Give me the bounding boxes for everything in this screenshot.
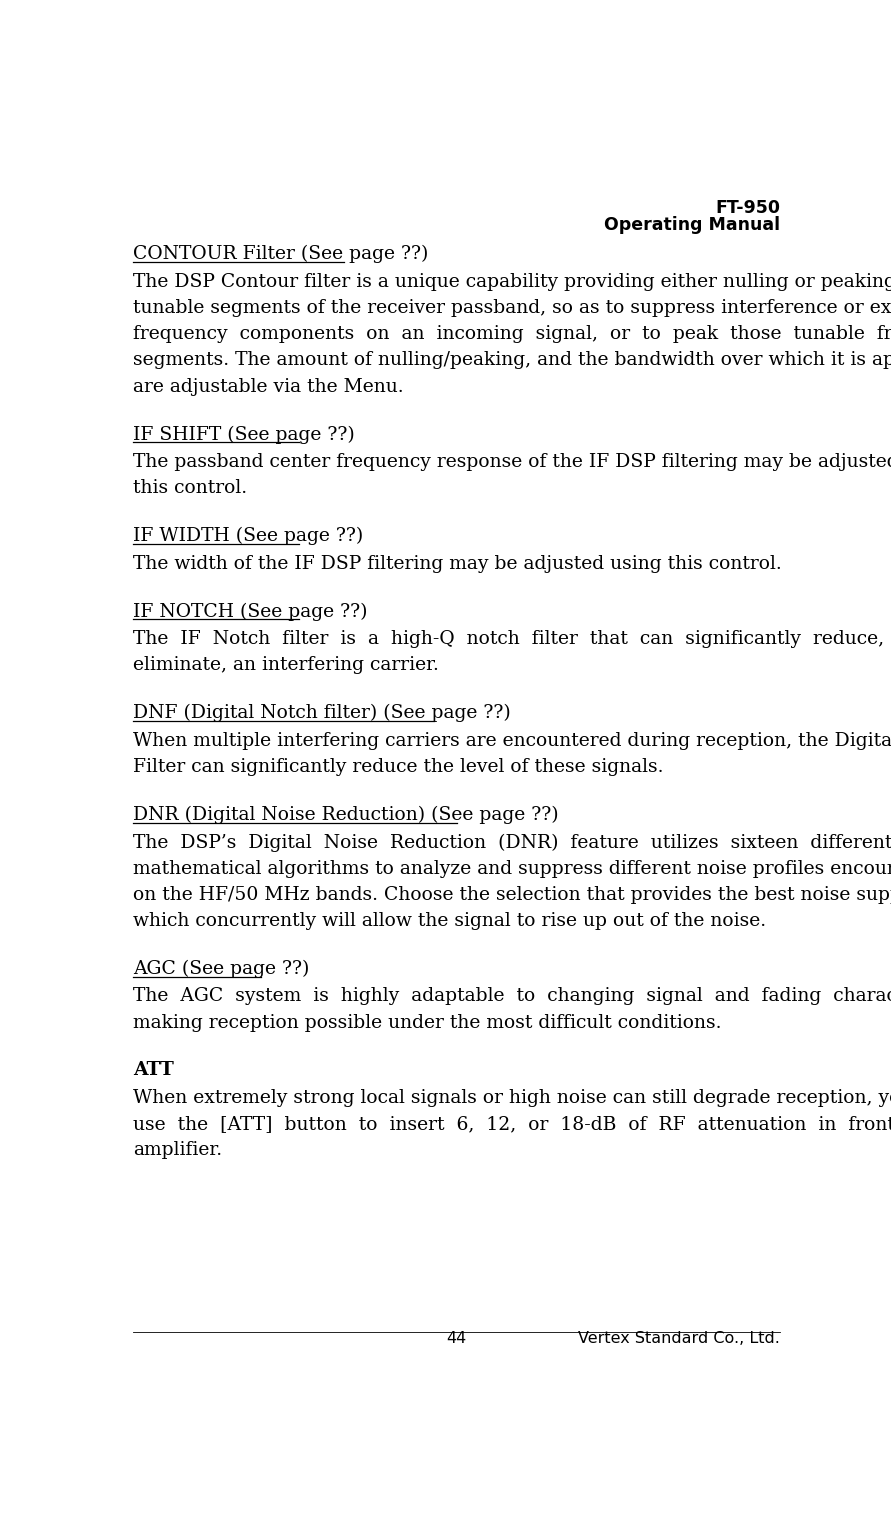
Text: mathematical algorithms to analyze and suppress different noise profiles encount: mathematical algorithms to analyze and s… — [133, 860, 891, 878]
Text: The passband center frequency response of the IF DSP filtering may be adjusted u: The passband center frequency response o… — [133, 453, 891, 471]
Text: Operating Manual: Operating Manual — [604, 216, 781, 234]
Text: use  the  [ATT]  button  to  insert  6,  12,  or  18-dB  of  RF  attenuation  in: use the [ATT] button to insert 6, 12, or… — [133, 1115, 891, 1134]
Text: DNF (Digital Notch filter) (See page ??): DNF (Digital Notch filter) (See page ??) — [133, 704, 511, 722]
Text: IF SHIFT (See page ??): IF SHIFT (See page ??) — [133, 425, 355, 444]
Text: frequency  components  on  an  incoming  signal,  or  to  peak  those  tunable  : frequency components on an incoming sign… — [133, 326, 891, 343]
Text: eliminate, an interfering carrier.: eliminate, an interfering carrier. — [133, 656, 439, 675]
Text: AGC (See page ??): AGC (See page ??) — [133, 959, 309, 978]
Text: ATT: ATT — [133, 1062, 174, 1079]
Text: 44: 44 — [446, 1331, 467, 1346]
Text: amplifier.: amplifier. — [133, 1141, 222, 1160]
Text: FT-950: FT-950 — [715, 199, 781, 217]
Text: Vertex Standard Co., Ltd.: Vertex Standard Co., Ltd. — [578, 1331, 781, 1346]
Text: CONTOUR Filter (See page ??): CONTOUR Filter (See page ??) — [133, 245, 429, 263]
Text: DNR (Digital Noise Reduction) (See page ??): DNR (Digital Noise Reduction) (See page … — [133, 806, 559, 825]
Text: When extremely strong local signals or high noise can still degrade reception, y: When extremely strong local signals or h… — [133, 1089, 891, 1108]
Text: this control.: this control. — [133, 479, 247, 497]
Text: Filter can significantly reduce the level of these signals.: Filter can significantly reduce the leve… — [133, 757, 664, 776]
Text: The  DSP’s  Digital  Noise  Reduction  (DNR)  feature  utilizes  sixteen  differ: The DSP’s Digital Noise Reduction (DNR) … — [133, 834, 891, 852]
Text: The  AGC  system  is  highly  adaptable  to  changing  signal  and  fading  char: The AGC system is highly adaptable to ch… — [133, 987, 891, 1005]
Text: tunable segments of the receiver passband, so as to suppress interference or exc: tunable segments of the receiver passban… — [133, 298, 891, 317]
Text: The  IF  Notch  filter  is  a  high-Q  notch  filter  that  can  significantly  : The IF Notch filter is a high-Q notch fi… — [133, 630, 891, 649]
Text: IF NOTCH (See page ??): IF NOTCH (See page ??) — [133, 603, 368, 621]
Text: on the HF/50 MHz bands. Choose the selection that provides the best noise suppre: on the HF/50 MHz bands. Choose the selec… — [133, 886, 891, 904]
Text: are adjustable via the Menu.: are adjustable via the Menu. — [133, 378, 404, 396]
Text: The DSP Contour filter is a unique capability providing either nulling or peakin: The DSP Contour filter is a unique capab… — [133, 272, 891, 291]
Text: which concurrently will allow the signal to rise up out of the noise.: which concurrently will allow the signal… — [133, 912, 766, 930]
Text: segments. The amount of nulling/peaking, and the bandwidth over which it is appl: segments. The amount of nulling/peaking,… — [133, 352, 891, 369]
Text: The width of the IF DSP filtering may be adjusted using this control.: The width of the IF DSP filtering may be… — [133, 555, 781, 572]
Text: IF WIDTH (See page ??): IF WIDTH (See page ??) — [133, 526, 364, 545]
Text: making reception possible under the most difficult conditions.: making reception possible under the most… — [133, 1014, 722, 1031]
Text: When multiple interfering carriers are encountered during reception, the Digital: When multiple interfering carriers are e… — [133, 731, 891, 750]
